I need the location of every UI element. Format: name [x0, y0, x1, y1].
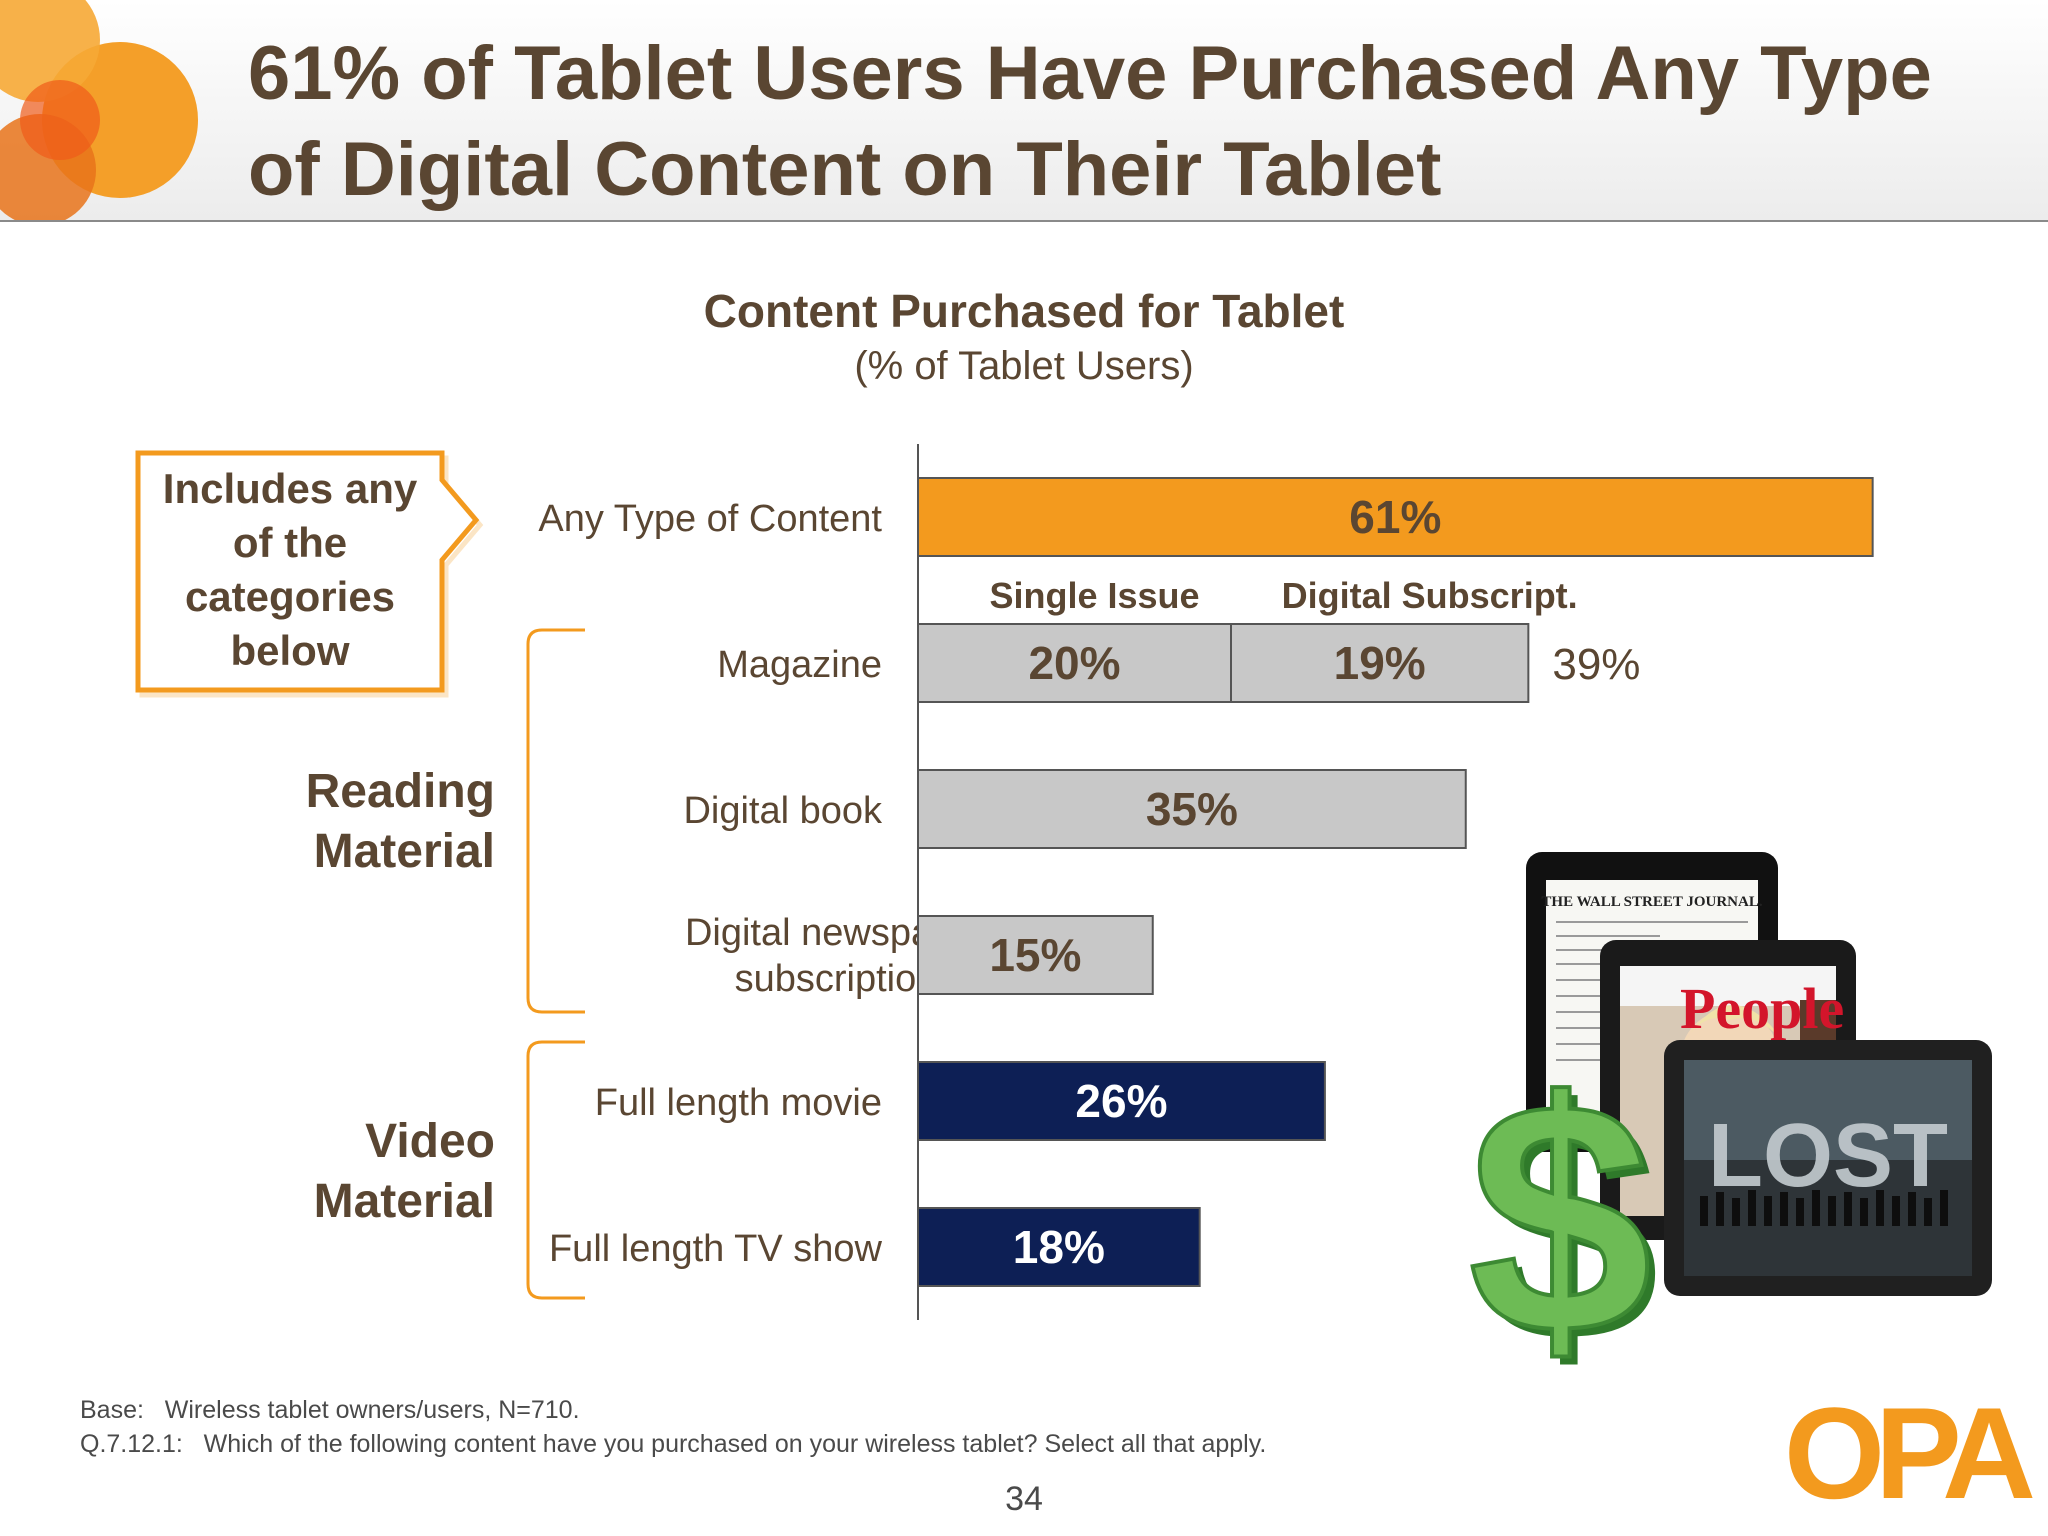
category-label-line: Digital book [683, 790, 883, 832]
category-label: Full length movie [595, 1082, 882, 1124]
people-logo: People [1680, 976, 1844, 1041]
bar-value-label: 35% [1146, 783, 1238, 835]
stack-label-single-issue: Single Issue [989, 575, 1199, 616]
stack-label-digital-subscription: Digital Subscript. [1282, 575, 1578, 616]
bar-segment [917, 1061, 1326, 1141]
group-label-line: Material [313, 1175, 495, 1228]
callout-line: below [230, 627, 350, 674]
reading-bracket [526, 628, 585, 1014]
dollar-shadow: $ [1476, 1041, 1660, 1410]
footnote-question: Q.7.12.1: Which of the following content… [80, 1430, 1267, 1458]
callout-box [135, 450, 484, 698]
bar-total-label: 39% [1552, 640, 1640, 689]
group-label-line: Material [313, 825, 495, 878]
lost-title: LOST [1708, 1106, 1948, 1206]
callout-line: categories [184, 573, 396, 620]
opa-logo: OPA [1783, 1380, 2036, 1526]
bar-segment [917, 769, 1467, 849]
chart-subtitle: (% of Tablet Users) [854, 344, 1194, 388]
bar-segment [1230, 623, 1530, 703]
chart-title: Content Purchased for Tablet [703, 285, 1345, 337]
page-number: 34 [1005, 1480, 1043, 1518]
group-label-line: Reading [305, 765, 495, 818]
category-label-line: Full length TV show [549, 1228, 883, 1270]
category-label-line: subscription [735, 958, 938, 1000]
bar-value-label: 20% [1028, 637, 1120, 689]
bar-value-label: 61% [1349, 491, 1441, 543]
decorative-circles-logo [0, 0, 198, 220]
bar-segment [917, 1207, 1201, 1287]
category-label-line: Any Type of Content [538, 498, 882, 540]
category-label: Digital book [683, 790, 883, 832]
wsj-masthead: THE WALL STREET JOURNAL. [1541, 894, 1762, 910]
callout-line: Includes any [162, 465, 418, 512]
callout-line: of the [232, 519, 348, 566]
slide-header: 61% of Tablet Users Have Purchased Any T… [0, 0, 2048, 222]
footnote-base: Base: Wireless tablet owners/users, N=71… [80, 1396, 580, 1424]
video-bracket [526, 1040, 585, 1300]
dollar-icon: $ $ [1466, 1031, 1660, 1410]
category-label: Magazine [717, 644, 882, 686]
bar-segment [917, 477, 1874, 557]
bar-segment [917, 915, 1154, 995]
dollar-glyph: $ [1468, 1033, 1652, 1402]
bar-value-label: 18% [1013, 1221, 1105, 1273]
tablet-lost-image: LOST [1664, 1040, 1992, 1296]
category-label-line: Magazine [717, 644, 882, 686]
category-label: Full length TV show [549, 1228, 883, 1270]
category-label: Any Type of Content [538, 498, 882, 540]
group-label-line: Video [365, 1115, 495, 1168]
bar-value-label: 15% [989, 929, 1081, 981]
callout-text: Includes any of the categories below [150, 462, 430, 678]
category-label-line: Full length movie [595, 1082, 882, 1124]
group-label-video: Video Material [240, 1112, 495, 1232]
bar-value-label: 26% [1075, 1075, 1167, 1127]
slide-title: 61% of Tablet Users Have Purchased Any T… [248, 31, 1932, 212]
group-label-reading: Reading Material [240, 762, 495, 882]
bar-value-label: 19% [1334, 637, 1426, 689]
bar-segment [917, 623, 1232, 703]
